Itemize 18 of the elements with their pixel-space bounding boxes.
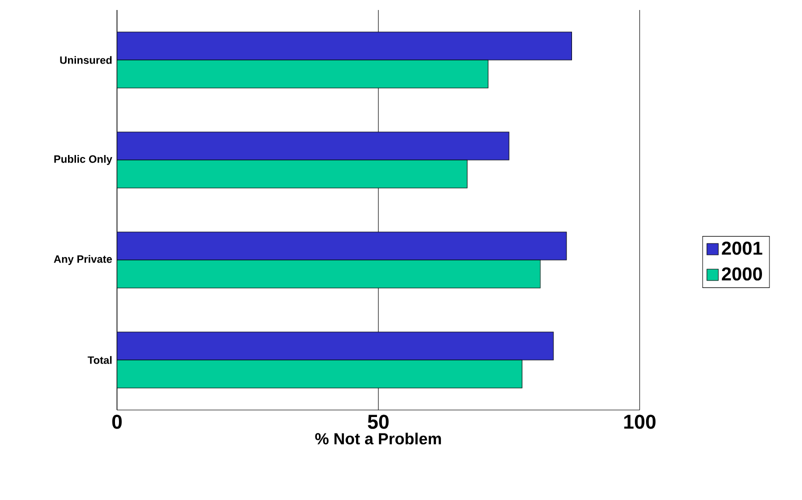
bar (117, 160, 468, 188)
bar (117, 332, 554, 360)
x-axis-title: % Not a Problem (315, 432, 441, 444)
bar (117, 32, 572, 60)
y-tick-label: Uninsured (60, 56, 112, 64)
bar (117, 132, 510, 160)
bar (117, 260, 541, 288)
bar (117, 60, 488, 88)
bar (117, 232, 567, 260)
y-tick-label: Public Only (54, 155, 112, 165)
y-tick-label: Any Private (54, 255, 112, 265)
x-tick-label: 100 (624, 414, 656, 429)
y-tick-label: Total (88, 356, 112, 364)
bar (117, 360, 522, 388)
x-tick-label: 50 (368, 414, 389, 429)
legend-label: 2001 (722, 242, 762, 255)
x-tick-label: 0 (112, 414, 122, 429)
legend-label: 2000 (722, 267, 762, 281)
